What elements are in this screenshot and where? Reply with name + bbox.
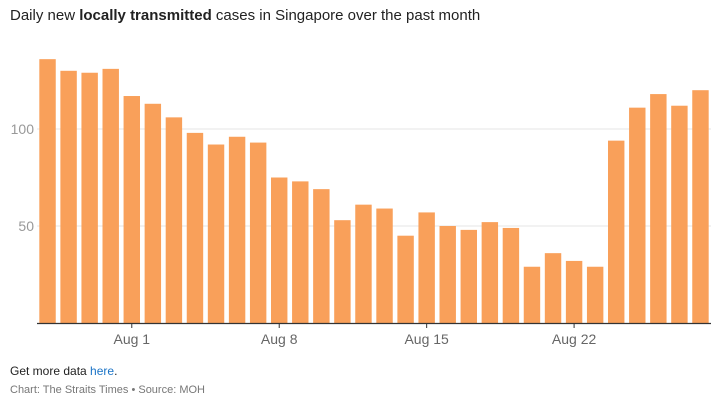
bar-aug-4[interactable] [186,132,204,323]
bar-aug-20[interactable] [523,266,541,323]
bar-aug-24[interactable] [608,140,625,323]
bar-aug-19[interactable] [502,227,520,323]
bar-aug-3[interactable] [165,117,183,323]
x-tick-label: Aug 1 [113,331,150,347]
bar-aug-14[interactable] [397,235,414,323]
bar-aug-15[interactable] [418,212,435,323]
bar-aug-8[interactable] [271,177,288,324]
here-link[interactable]: here [90,364,115,378]
y-tick-label: 100 [11,121,35,137]
bar-aug-26[interactable] [650,94,667,323]
footer-end: . [114,364,118,378]
chart-credit: Chart: The Straits Times • Source: MOH [10,384,205,396]
bar-aug-23[interactable] [586,266,604,323]
bar-aug-28[interactable] [692,90,709,323]
bar-aug-21[interactable] [544,253,562,323]
get-more-data: Get more data here. [10,364,117,378]
x-tick-label: Aug 22 [552,331,597,347]
bar-jul-31[interactable] [102,68,119,323]
bar-aug-2[interactable] [144,103,162,323]
bar-jul-28[interactable] [39,59,56,323]
bar-aug-6[interactable] [228,136,246,323]
bar-aug-18[interactable] [481,222,499,323]
bar-jul-29[interactable] [60,70,77,323]
bar-aug-12[interactable] [355,204,372,323]
bar-aug-9[interactable] [292,181,309,323]
x-tick-label: Aug 15 [404,331,449,347]
bar-aug-7[interactable] [249,142,267,323]
bar-jul-30[interactable] [81,72,98,323]
title-prefix: Daily new [10,7,80,24]
y-tick-label: 50 [18,218,34,234]
footer-text: Get more data [10,364,91,378]
title-emphasis: locally transmitted [79,7,212,24]
bar-aug-27[interactable] [671,105,688,323]
bar-aug-10[interactable] [313,189,330,323]
bar-aug-5[interactable] [207,144,225,323]
chart-title: Daily new locally transmitted cases in S… [10,7,480,24]
bar-chart: 50 100 Aug 1 Aug 8 Aug 15 Aug 22 [11,59,711,347]
title-suffix: cases in Singapore over the past month [211,7,481,24]
bar-aug-22[interactable] [565,260,583,323]
bar-aug-16[interactable] [439,226,456,323]
bar-aug-11[interactable] [334,220,351,323]
bar-aug-13[interactable] [376,208,393,323]
bar-aug-25[interactable] [629,107,646,323]
bar-aug-1[interactable] [123,96,140,323]
bar-aug-17[interactable] [460,229,477,323]
x-tick-label: Aug 8 [261,331,298,347]
chart-area: 50 100 Aug 1 Aug 8 Aug 15 Aug 22 [0,40,727,360]
